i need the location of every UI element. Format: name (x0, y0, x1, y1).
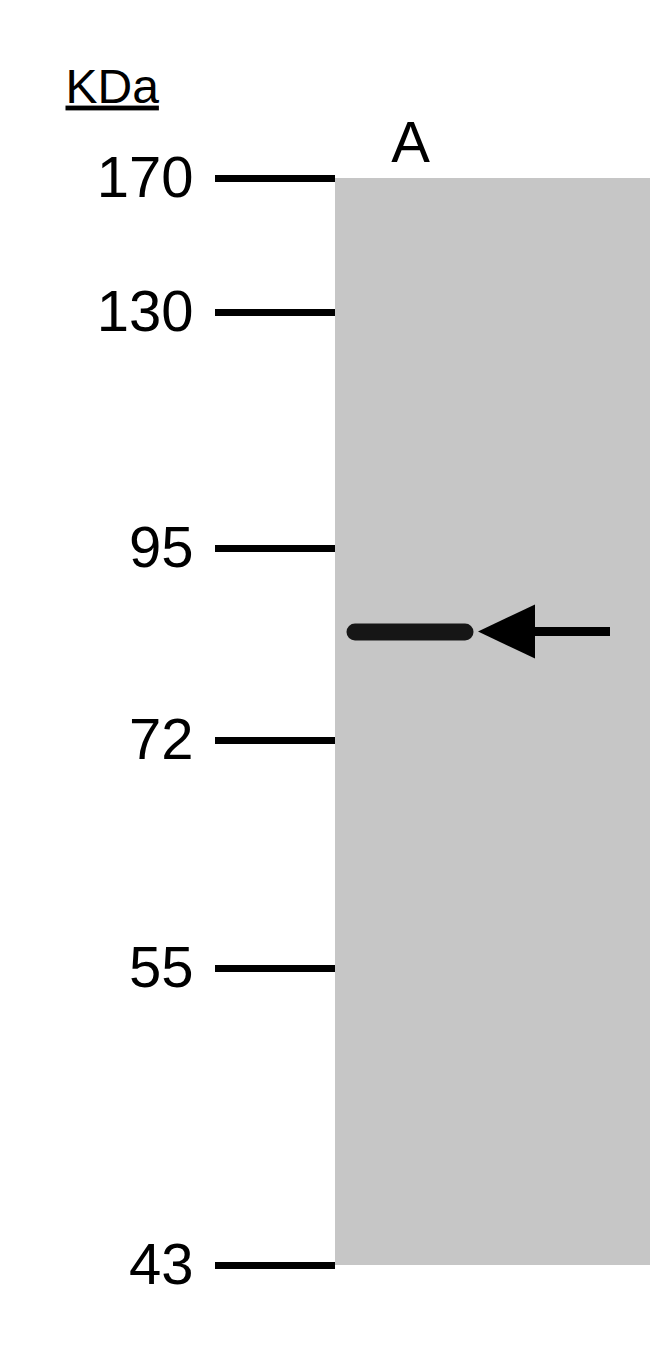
svg-text:A: A (391, 109, 430, 174)
svg-text:72: 72 (129, 706, 194, 771)
svg-text:43: 43 (129, 1231, 194, 1296)
svg-text:KDa: KDa (66, 60, 160, 113)
svg-text:170: 170 (97, 144, 194, 209)
svg-text:55: 55 (129, 934, 194, 999)
svg-text:95: 95 (129, 514, 194, 579)
svg-text:130: 130 (97, 278, 194, 343)
